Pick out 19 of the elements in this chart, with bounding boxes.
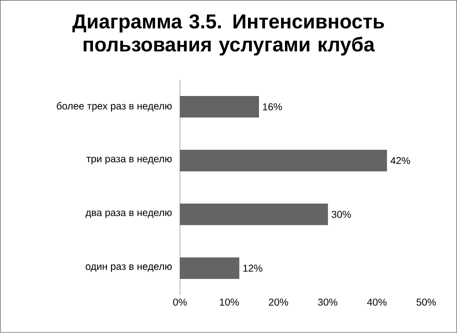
x-tick-label: 0% (173, 298, 187, 306)
data-label: 42% (390, 157, 410, 164)
x-tick-label: 50% (416, 298, 436, 306)
bar (180, 204, 328, 226)
x-tick-label: 20% (268, 298, 288, 306)
data-label: 30% (332, 210, 351, 218)
bar (180, 257, 240, 279)
bar (180, 150, 387, 172)
x-tick-label: 30% (318, 298, 338, 306)
chart-title: Диаграмма 3.5. Интенсивность пользования услугами клуба (72, 14, 384, 56)
data-label: 12% (243, 264, 262, 272)
x-tick-label: 10% (220, 298, 239, 306)
data-label: 16% (263, 103, 282, 110)
y-tick-label: два раза в неделю (86, 210, 172, 218)
bar (180, 96, 259, 118)
y-tick-label: три раза в неделю (86, 156, 172, 164)
y-tick-label: один раз в неделю (86, 264, 172, 272)
y-tick-label: более трех раз в неделю (56, 102, 172, 112)
x-tick-label: 40% (367, 298, 387, 306)
